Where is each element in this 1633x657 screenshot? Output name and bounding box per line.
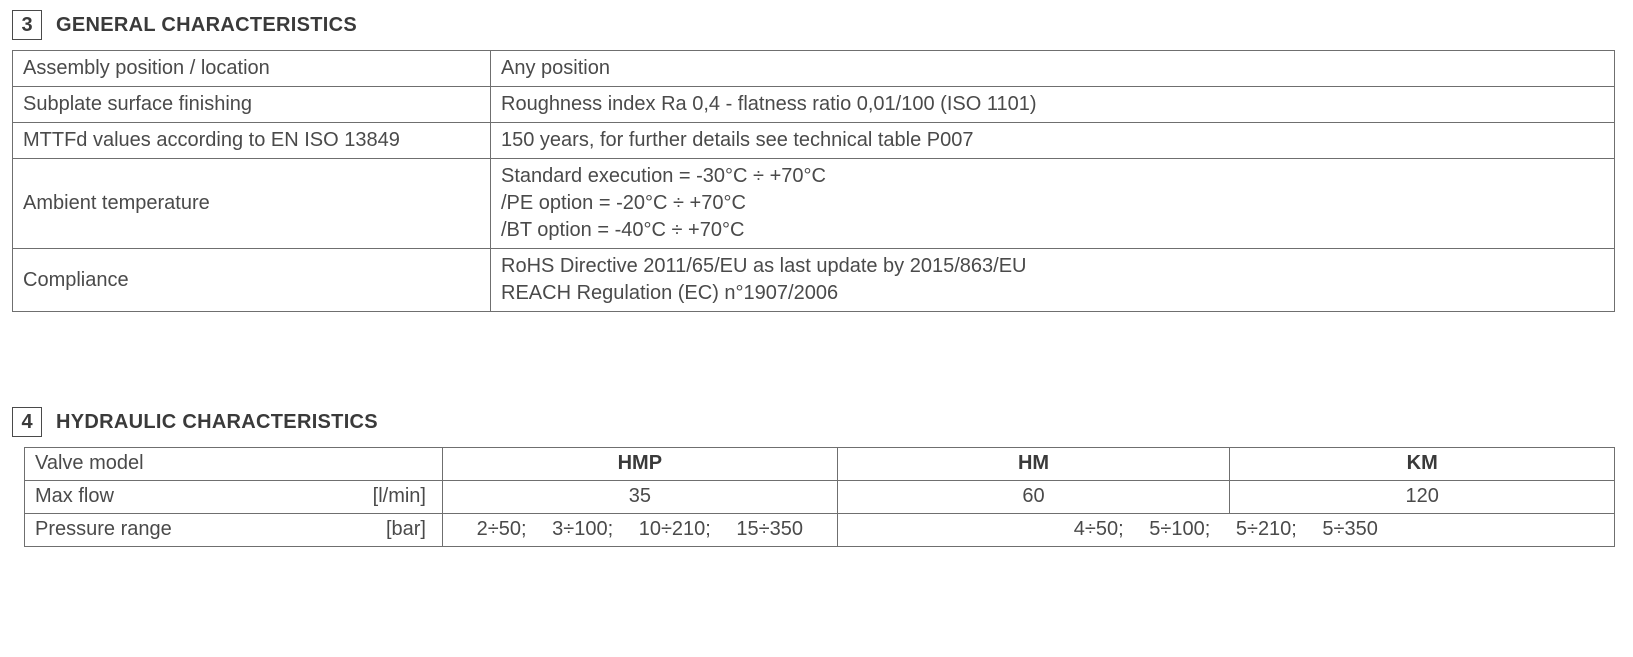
section-3-number: 3: [12, 10, 42, 40]
max-flow-hm: 60: [837, 481, 1230, 514]
char-value: Standard execution = -30°C ÷ +70°C/PE op…: [491, 159, 1615, 249]
char-label: MTTFd values according to EN ISO 13849: [13, 123, 491, 159]
section-4-header: 4 HYDRAULIC CHARACTERISTICS: [12, 407, 1615, 437]
table-row: MTTFd values according to EN ISO 1384915…: [13, 123, 1615, 159]
general-characteristics-table: Assembly position / locationAny position…: [12, 50, 1615, 312]
pressure-range-label: Pressure range: [35, 516, 172, 543]
pressure-range-hmp: 2÷50; 3÷100; 10÷210; 15÷350: [442, 514, 837, 547]
pressure-range-hm-km: 4÷50; 5÷100; 5÷210; 5÷350: [837, 514, 1614, 547]
char-value: RoHS Directive 2011/65/EU as last update…: [491, 249, 1615, 312]
section-4-number: 4: [12, 407, 42, 437]
table-row: ComplianceRoHS Directive 2011/65/EU as l…: [13, 249, 1615, 312]
max-flow-km: 120: [1230, 481, 1615, 514]
char-label: Ambient temperature: [13, 159, 491, 249]
max-flow-label: Max flow: [35, 483, 114, 510]
section-3-header: 3 GENERAL CHARACTERISTICS: [12, 10, 1615, 40]
char-value: 150 years, for further details see techn…: [491, 123, 1615, 159]
table-row: Ambient temperatureStandard execution = …: [13, 159, 1615, 249]
hydraulic-characteristics-table: Valve model HMP HM KM Max flow [l/min] 3…: [24, 447, 1615, 547]
table-row: Max flow [l/min] 35 60 120: [25, 481, 1615, 514]
max-flow-label-cell: Max flow [l/min]: [25, 481, 443, 514]
max-flow-unit: [l/min]: [373, 483, 432, 510]
table-row: Subplate surface finishingRoughness inde…: [13, 87, 1615, 123]
char-label: Assembly position / location: [13, 51, 491, 87]
table-row: Assembly position / locationAny position: [13, 51, 1615, 87]
model-header-hmp: HMP: [442, 448, 837, 481]
pressure-range-unit: [bar]: [386, 516, 432, 543]
max-flow-hmp: 35: [442, 481, 837, 514]
char-label: Compliance: [13, 249, 491, 312]
table-row: Pressure range [bar] 2÷50; 3÷100; 10÷210…: [25, 514, 1615, 547]
char-value: Roughness index Ra 0,4 - flatness ratio …: [491, 87, 1615, 123]
section-3-title: GENERAL CHARACTERISTICS: [56, 14, 357, 37]
model-header-hm: HM: [837, 448, 1230, 481]
char-label: Subplate surface finishing: [13, 87, 491, 123]
valve-model-label: Valve model: [25, 448, 443, 481]
char-value: Any position: [491, 51, 1615, 87]
model-header-km: KM: [1230, 448, 1615, 481]
section-4-title: HYDRAULIC CHARACTERISTICS: [56, 411, 378, 434]
pressure-range-label-cell: Pressure range [bar]: [25, 514, 443, 547]
table-row: Valve model HMP HM KM: [25, 448, 1615, 481]
